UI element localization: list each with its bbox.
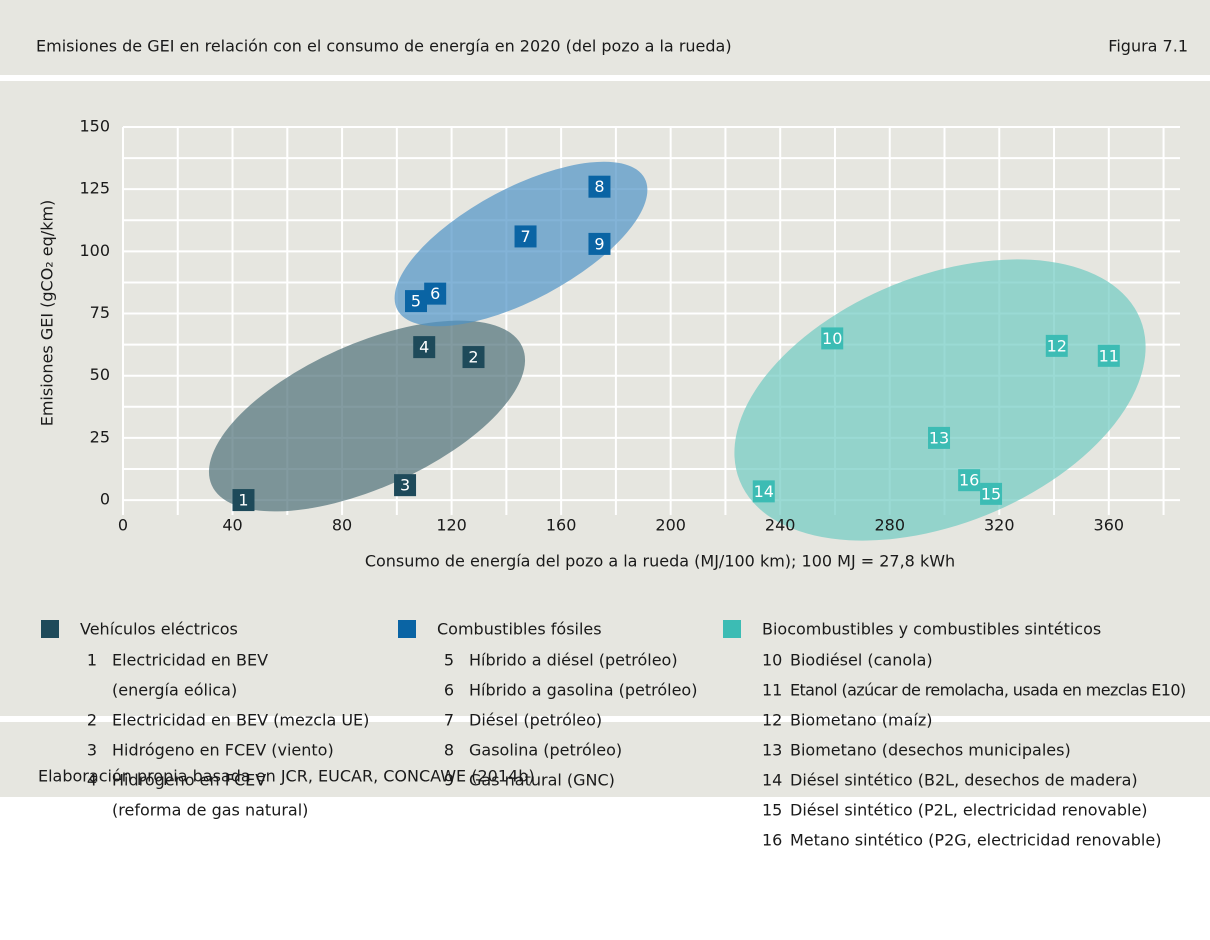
legend-item: (reforma de gas natural) — [112, 801, 308, 820]
legend-item: Metano sintético (P2G, electricidad reno… — [790, 831, 1161, 850]
legend-item-number: 5 — [444, 651, 454, 670]
point-marker — [1045, 334, 1068, 357]
point-marker — [752, 480, 775, 503]
chart-title: Emisiones de GEI en relación con el cons… — [36, 37, 732, 56]
y-tick-label: 50 — [90, 365, 110, 384]
point-label: 13 — [929, 428, 949, 447]
point-label: 6 — [430, 284, 440, 303]
y-axis-label: Emisiones GEI (gCO₂ eq/km) — [38, 200, 57, 427]
legend-item-number: 15 — [762, 801, 782, 820]
legend-item-number: 13 — [762, 741, 782, 760]
legend-item: Electricidad en BEV — [112, 651, 268, 670]
x-tick-label: 120 — [436, 516, 467, 535]
point-label: 16 — [959, 471, 979, 490]
point-label: 15 — [981, 484, 1001, 503]
legend-item-number: 9 — [444, 771, 454, 790]
point-marker — [588, 175, 611, 198]
source: Elaboración propia basada en JCR, EUCAR,… — [38, 767, 535, 786]
legend-item-number: 8 — [444, 741, 454, 760]
y-tick-label: 150 — [79, 117, 110, 136]
legend-item-number: 1 — [87, 651, 97, 670]
legend-item-number: 3 — [87, 741, 97, 760]
point-label: 9 — [594, 234, 604, 253]
y-tick-label: 0 — [100, 490, 110, 509]
x-tick-label: 40 — [222, 516, 242, 535]
legend-item-number: 14 — [762, 771, 782, 790]
x-tick-label: 320 — [984, 516, 1015, 535]
point-label: 4 — [419, 338, 429, 357]
x-axis-label: Consumo de energía del pozo a la rueda (… — [365, 552, 955, 571]
legend-label: Vehículos eléctricos — [80, 620, 238, 639]
header-band — [0, 0, 1210, 75]
point-marker — [980, 482, 1003, 505]
point-label: 2 — [468, 348, 478, 367]
point-label: 10 — [822, 329, 842, 348]
point-marker — [1097, 344, 1120, 367]
legend-item: Híbrido a diésel (petróleo) — [469, 651, 678, 670]
legend-item: Biometano (desechos municipales) — [790, 741, 1071, 760]
x-tick-label: 200 — [655, 516, 686, 535]
point-marker — [928, 426, 951, 449]
point-marker — [413, 336, 436, 359]
point-marker — [424, 282, 447, 305]
legend-item: Biometano (maíz) — [790, 711, 932, 730]
legend-swatch — [41, 620, 59, 638]
point-label: 11 — [1099, 346, 1119, 365]
legend-item-number: 2 — [87, 711, 97, 730]
legend-item: Electricidad en BEV (mezcla UE) — [112, 711, 369, 730]
legend-item-number: 10 — [762, 651, 782, 670]
legend-item: Hidrógeno en FCEV — [112, 771, 266, 790]
y-tick-label: 75 — [90, 303, 110, 322]
group-ellipse — [208, 320, 526, 512]
legend-item: (energía eólica) — [112, 681, 237, 700]
legend-item: Gas natural (GNC) — [469, 771, 615, 790]
x-tick-label: 160 — [546, 516, 577, 535]
legend-swatch — [723, 620, 741, 638]
figure-number: Figura 7.1 — [1108, 37, 1188, 56]
legend-item-number: 7 — [444, 711, 454, 730]
legend-item-number: 4 — [87, 771, 97, 790]
point-marker — [394, 474, 417, 497]
legend-item: Gasolina (petróleo) — [469, 741, 622, 760]
legend-label: Combustibles fósiles — [437, 620, 602, 639]
legend-label: Biocombustibles y combustibles sintético… — [762, 620, 1101, 639]
legend-item: Híbrido a gasolina (petróleo) — [469, 681, 697, 700]
legend-swatch — [398, 620, 416, 638]
x-tick-label: 0 — [118, 516, 128, 535]
point-marker — [958, 469, 981, 492]
y-tick-label: 100 — [79, 241, 110, 260]
legend-item: Biodiésel (canola) — [790, 651, 933, 670]
x-tick-label: 280 — [874, 516, 905, 535]
legend-item: Diésel (petróleo) — [469, 711, 602, 730]
point-marker — [821, 327, 844, 350]
legend-item: Hidrógeno en FCEV (viento) — [112, 741, 334, 760]
legend-item: Etanol (azúcar de remolacha, usada en me… — [790, 681, 1186, 700]
point-label: 5 — [411, 292, 421, 311]
legend-item: Diésel sintético (P2L, electricidad reno… — [790, 801, 1148, 820]
point-marker — [514, 225, 537, 248]
y-tick-label: 25 — [90, 427, 110, 446]
point-label: 8 — [594, 177, 604, 196]
point-label: 3 — [400, 476, 410, 495]
x-tick-label: 360 — [1094, 516, 1125, 535]
point-marker — [462, 346, 485, 369]
point-marker — [232, 489, 255, 512]
y-tick-label: 125 — [79, 179, 110, 198]
legend-item-number: 12 — [762, 711, 782, 730]
legend-item-number: 6 — [444, 681, 454, 700]
legend-item: Diésel sintético (B2L, desechos de mader… — [790, 771, 1138, 790]
point-label: 7 — [520, 227, 530, 246]
point-label: 12 — [1047, 336, 1067, 355]
point-marker — [405, 290, 428, 313]
legend-item-number: 16 — [762, 831, 782, 850]
legend-item-number: 11 — [762, 681, 782, 700]
x-tick-label: 240 — [765, 516, 796, 535]
point-marker — [588, 232, 611, 255]
point-label: 14 — [754, 482, 774, 501]
footer-band — [0, 722, 1210, 797]
x-tick-label: 80 — [332, 516, 352, 535]
point-label: 1 — [238, 491, 248, 510]
